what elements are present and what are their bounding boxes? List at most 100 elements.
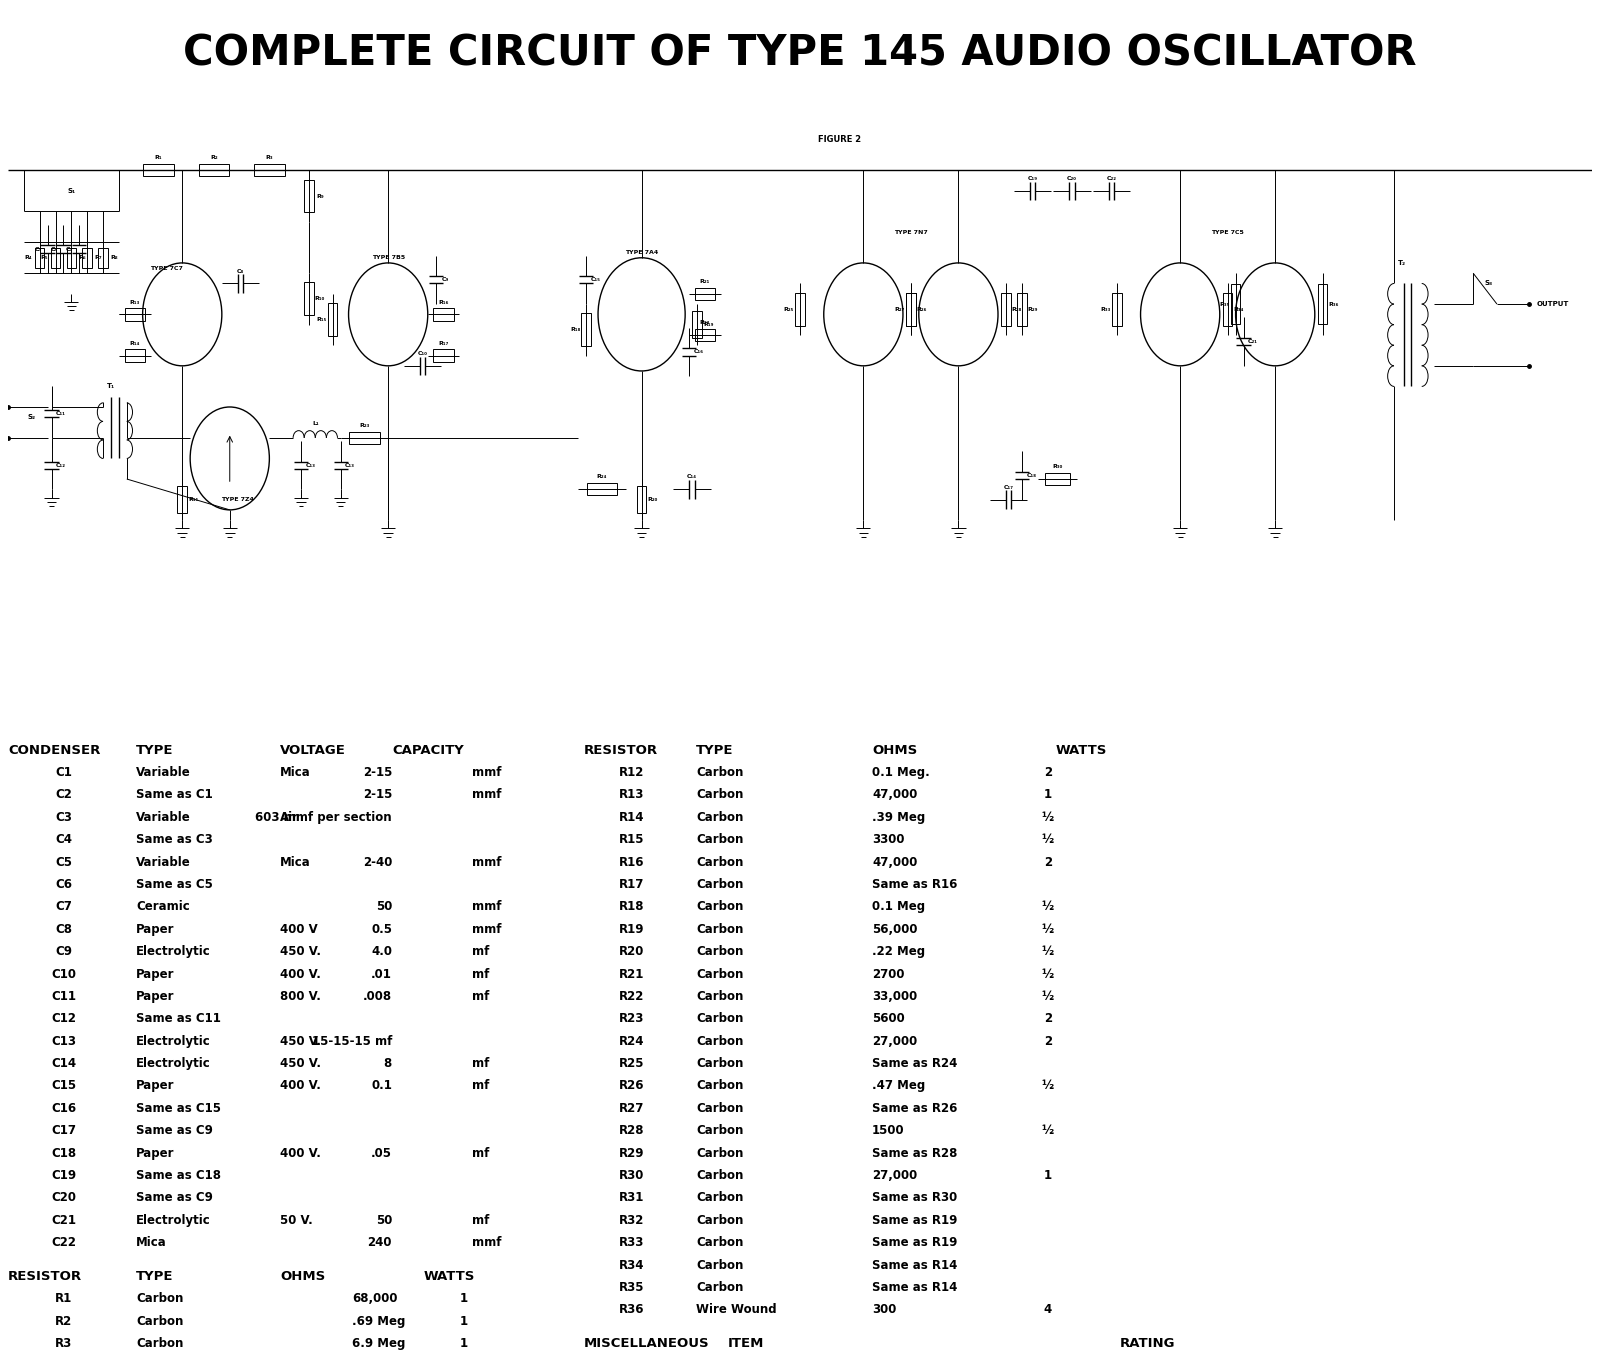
Text: TYPE 7A4: TYPE 7A4	[626, 250, 658, 255]
Text: Variable: Variable	[136, 856, 190, 868]
Text: C18: C18	[51, 1147, 77, 1160]
Text: C₈: C₈	[237, 269, 245, 274]
Text: C₁₃: C₁₃	[346, 463, 355, 468]
Text: C17: C17	[51, 1124, 77, 1137]
Text: R₃₀: R₃₀	[1053, 464, 1062, 470]
Text: R23: R23	[619, 1012, 645, 1026]
Bar	[694, 328, 715, 341]
Bar	[795, 293, 805, 326]
Text: Mica: Mica	[136, 1236, 166, 1250]
Text: R₆: R₆	[78, 255, 86, 261]
Text: 47,000: 47,000	[872, 788, 917, 802]
Text: S₃: S₃	[1485, 281, 1493, 286]
Text: 2700: 2700	[872, 968, 904, 981]
Text: FIGURE 2: FIGURE 2	[818, 134, 861, 144]
Text: R1: R1	[56, 1292, 72, 1305]
Text: R₃₅: R₃₅	[1219, 301, 1230, 307]
Bar	[1018, 293, 1027, 326]
Text: R₃₆: R₃₆	[1328, 301, 1339, 307]
Bar	[144, 164, 174, 176]
Text: Mica: Mica	[280, 765, 310, 779]
Text: RESISTOR: RESISTOR	[8, 1270, 82, 1282]
Text: Same as R14: Same as R14	[872, 1281, 957, 1295]
Text: Variable: Variable	[136, 765, 190, 779]
Text: Carbon: Carbon	[696, 1102, 744, 1115]
Text: C₂₀: C₂₀	[1067, 176, 1077, 180]
Text: Carbon: Carbon	[696, 765, 744, 779]
Text: R2: R2	[56, 1315, 72, 1327]
Text: 27,000: 27,000	[872, 1034, 917, 1048]
Text: mmf: mmf	[472, 901, 501, 913]
Text: R₂₀: R₂₀	[648, 497, 658, 502]
Text: Same as C3: Same as C3	[136, 833, 213, 847]
Text: ½: ½	[1042, 944, 1054, 958]
Text: Paper: Paper	[136, 991, 174, 1003]
Text: ½: ½	[1042, 833, 1054, 847]
Text: S₂: S₂	[27, 414, 35, 421]
Text: C₁₈: C₁₈	[1026, 474, 1037, 478]
Text: Same as R16: Same as R16	[872, 878, 957, 892]
Bar	[83, 248, 91, 267]
Text: RESISTOR: RESISTOR	[584, 744, 658, 757]
Text: R₁₃: R₁₃	[130, 300, 139, 304]
Bar	[35, 248, 45, 267]
Text: R₁₈: R₁₈	[570, 327, 581, 332]
Text: TYPE: TYPE	[696, 744, 733, 757]
Bar	[254, 164, 285, 176]
Text: Carbon: Carbon	[696, 1259, 744, 1272]
Text: 50 V.: 50 V.	[280, 1215, 312, 1227]
Bar	[67, 248, 77, 267]
Text: .22 Meg: .22 Meg	[872, 944, 925, 958]
Text: Carbon: Carbon	[696, 1012, 744, 1026]
Text: 1: 1	[459, 1315, 469, 1327]
Text: R30: R30	[619, 1168, 645, 1182]
Text: ITEM: ITEM	[728, 1337, 765, 1350]
Bar	[51, 248, 61, 267]
Text: Carbon: Carbon	[696, 1168, 744, 1182]
Text: Carbon: Carbon	[696, 810, 744, 824]
Text: Same as C5: Same as C5	[136, 878, 213, 892]
Text: WATTS: WATTS	[1056, 744, 1107, 757]
Text: mmf: mmf	[472, 856, 501, 868]
Text: R₂₆: R₂₆	[917, 307, 926, 312]
Text: R22: R22	[619, 991, 645, 1003]
Text: Carbon: Carbon	[696, 878, 744, 892]
Text: Paper: Paper	[136, 968, 174, 981]
Text: C₂₂: C₂₂	[1107, 176, 1117, 180]
Text: ½: ½	[1042, 968, 1054, 981]
Text: 400 V.: 400 V.	[280, 1080, 322, 1092]
Text: 1: 1	[1043, 1168, 1053, 1182]
Bar	[304, 179, 314, 213]
Text: C21: C21	[51, 1215, 77, 1227]
Text: ½: ½	[1042, 1124, 1054, 1137]
Text: L₁: L₁	[312, 421, 318, 426]
Text: C₁₆: C₁₆	[694, 350, 704, 354]
Text: C13: C13	[51, 1034, 77, 1048]
Text: 400 V.: 400 V.	[280, 968, 322, 981]
Text: C₅: C₅	[50, 247, 58, 251]
Text: C₁₉: C₁₉	[1027, 176, 1037, 180]
Text: TYPE: TYPE	[136, 744, 173, 757]
Text: 240: 240	[368, 1236, 392, 1250]
Text: Carbon: Carbon	[696, 856, 744, 868]
Text: 2: 2	[1043, 765, 1053, 779]
Text: Carbon: Carbon	[136, 1292, 184, 1305]
Text: 2-15: 2-15	[363, 765, 392, 779]
Text: Carbon: Carbon	[696, 1147, 744, 1160]
Text: C₇: C₇	[66, 247, 74, 251]
Bar	[587, 483, 618, 495]
Text: C₁₅: C₁₅	[590, 277, 600, 282]
Text: R26: R26	[619, 1080, 645, 1092]
Text: OHMS: OHMS	[872, 744, 917, 757]
Text: R13: R13	[619, 788, 645, 802]
Text: Wire Wound: Wire Wound	[696, 1303, 776, 1316]
Text: R₃₃: R₃₃	[1101, 307, 1110, 312]
Text: C12: C12	[51, 1012, 77, 1026]
Text: R₂₉: R₂₉	[1027, 307, 1038, 312]
Text: 0.1: 0.1	[371, 1080, 392, 1092]
Text: mf: mf	[472, 944, 490, 958]
Text: TYPE 7Z4: TYPE 7Z4	[221, 497, 254, 502]
Text: C₁₄: C₁₄	[686, 475, 698, 479]
Text: Same as C1: Same as C1	[136, 788, 213, 802]
Bar	[434, 349, 454, 362]
